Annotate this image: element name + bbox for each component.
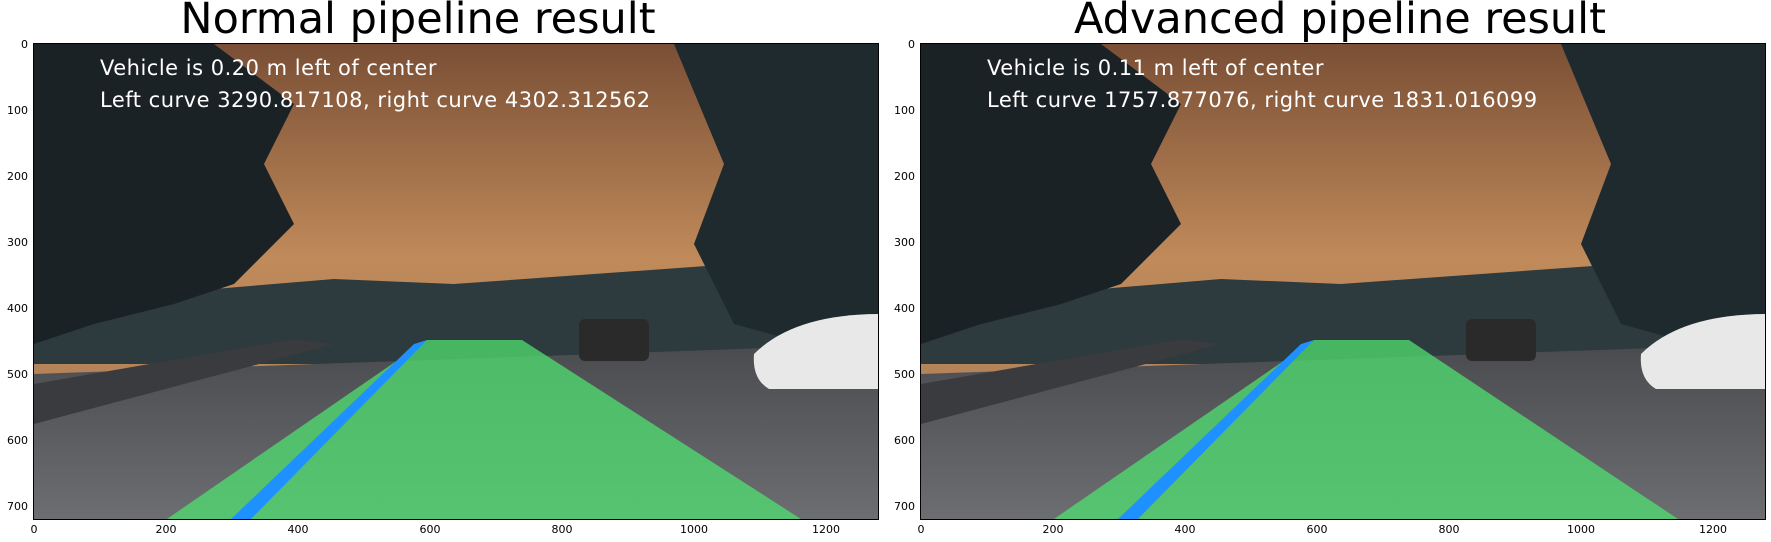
left-overlay-vehicle-text: Vehicle is 0.20 m left of center [100, 56, 437, 80]
right-image-axes: Vehicle is 0.11 m left of center Left cu… [920, 43, 1766, 520]
right-car-white [1640, 314, 1765, 389]
right-overlay-curve-text: Left curve 1757.877076, right curve 1831… [987, 88, 1538, 112]
y-tick-label: 200 [894, 170, 915, 183]
y-tick-label: 100 [7, 104, 28, 117]
x-tick-label: 600 [419, 523, 441, 536]
left-car-white [753, 314, 878, 389]
x-tick-label: 600 [1306, 523, 1328, 536]
x-tick-label: 400 [1174, 523, 1196, 536]
left-car-dark [579, 319, 649, 361]
x-tick-label: 1000 [1567, 523, 1595, 536]
x-tick-label: 1200 [1699, 523, 1727, 536]
y-tick-label: 200 [7, 170, 28, 183]
y-tick-label: 300 [894, 236, 915, 249]
left-road-image: Vehicle is 0.20 m left of center Left cu… [34, 44, 878, 519]
x-tick-label: 0 [30, 523, 38, 536]
y-tick-label: 600 [894, 434, 915, 447]
y-tick-label: 500 [7, 368, 28, 381]
right-panel-title: Advanced pipeline result [1074, 0, 1606, 44]
x-tick-label: 400 [287, 523, 309, 536]
y-tick-label: 400 [7, 302, 28, 315]
right-road-image: Vehicle is 0.11 m left of center Left cu… [921, 44, 1765, 519]
y-tick-label: 400 [894, 302, 915, 315]
left-panel-title: Normal pipeline result [180, 0, 656, 44]
x-tick-label: 1000 [680, 523, 708, 536]
right-car-dark [1466, 319, 1536, 361]
x-tick-label: 1200 [812, 523, 840, 536]
left-image-axes: Vehicle is 0.20 m left of center Left cu… [33, 43, 879, 520]
x-tick-label: 800 [1438, 523, 1460, 536]
y-tick-label: 700 [7, 500, 28, 513]
y-tick-label: 700 [894, 500, 915, 513]
right-overlay-vehicle-text: Vehicle is 0.11 m left of center [987, 56, 1324, 80]
left-overlay-curve-text: Left curve 3290.817108, right curve 4302… [100, 88, 651, 112]
x-tick-label: 800 [551, 523, 573, 536]
y-tick-label: 100 [894, 104, 915, 117]
y-tick-label: 0 [908, 38, 915, 51]
y-tick-label: 300 [7, 236, 28, 249]
x-tick-label: 200 [155, 523, 177, 536]
y-tick-label: 600 [7, 434, 28, 447]
y-tick-label: 500 [894, 368, 915, 381]
x-tick-label: 0 [917, 523, 925, 536]
y-tick-label: 0 [21, 38, 28, 51]
x-tick-label: 200 [1042, 523, 1064, 536]
